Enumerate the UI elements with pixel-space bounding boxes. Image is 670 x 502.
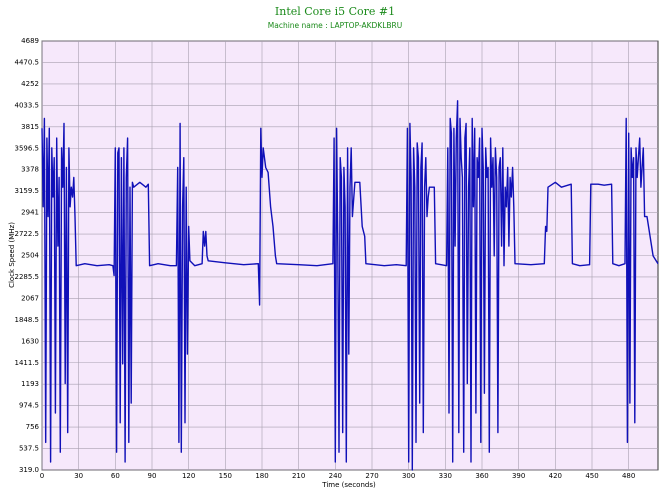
x-tick-label: 480 bbox=[622, 472, 635, 480]
y-tick-label: 3815 bbox=[21, 123, 39, 131]
y-tick-label: 1848.5 bbox=[15, 316, 40, 324]
x-tick-label: 30 bbox=[74, 472, 83, 480]
x-tick-label: 270 bbox=[365, 472, 378, 480]
y-tick-label: 4689 bbox=[21, 37, 39, 45]
y-tick-label: 1411.5 bbox=[15, 359, 40, 367]
x-tick-label: 150 bbox=[219, 472, 232, 480]
y-tick-label: 3378 bbox=[21, 166, 39, 174]
y-tick-label: 1193 bbox=[21, 380, 39, 388]
y-tick-label: 756 bbox=[26, 423, 40, 431]
y-tick-label: 1630 bbox=[21, 337, 39, 345]
y-tick-label: 4470.5 bbox=[15, 58, 40, 66]
y-tick-label: 2941 bbox=[21, 209, 39, 217]
chart-title: Intel Core i5 Core #1 bbox=[275, 5, 395, 18]
x-tick-label: 90 bbox=[148, 472, 157, 480]
y-tick-label: 974.5 bbox=[19, 402, 39, 410]
y-tick-label: 3596.5 bbox=[15, 144, 40, 152]
series-line bbox=[41, 100, 659, 471]
y-tick-label: 2722.5 bbox=[15, 230, 40, 238]
x-axis-label: Time (seconds) bbox=[321, 481, 376, 489]
y-tick-label: 4033.5 bbox=[15, 101, 40, 109]
y-axis-label: Clock Speed (MHz) bbox=[8, 222, 16, 288]
x-tick-label: 390 bbox=[512, 472, 525, 480]
y-tick-label: 4252 bbox=[21, 80, 39, 88]
x-tick-label: 180 bbox=[255, 472, 268, 480]
x-tick-label: 240 bbox=[329, 472, 342, 480]
x-tick-label: 60 bbox=[111, 472, 120, 480]
x-tick-label: 210 bbox=[292, 472, 305, 480]
y-tick-label: 2285.5 bbox=[15, 273, 40, 281]
y-tick-label: 319.0 bbox=[19, 466, 39, 474]
y-tick-label: 537.5 bbox=[19, 445, 39, 453]
x-tick-label: 300 bbox=[402, 472, 415, 480]
y-tick-label: 3159.5 bbox=[15, 187, 40, 195]
x-tick-label: 330 bbox=[439, 472, 452, 480]
x-tick-label: 420 bbox=[549, 472, 562, 480]
x-tick-label: 360 bbox=[475, 472, 488, 480]
x-tick-label: 0 bbox=[40, 472, 44, 480]
y-tick-label: 2504 bbox=[21, 252, 39, 260]
x-tick-label: 450 bbox=[585, 472, 598, 480]
x-tick-label: 120 bbox=[182, 472, 195, 480]
y-tick-label: 2067 bbox=[21, 294, 39, 302]
chart-subtitle: Machine name : LAPTOP-AKDKLBRU bbox=[268, 21, 403, 30]
